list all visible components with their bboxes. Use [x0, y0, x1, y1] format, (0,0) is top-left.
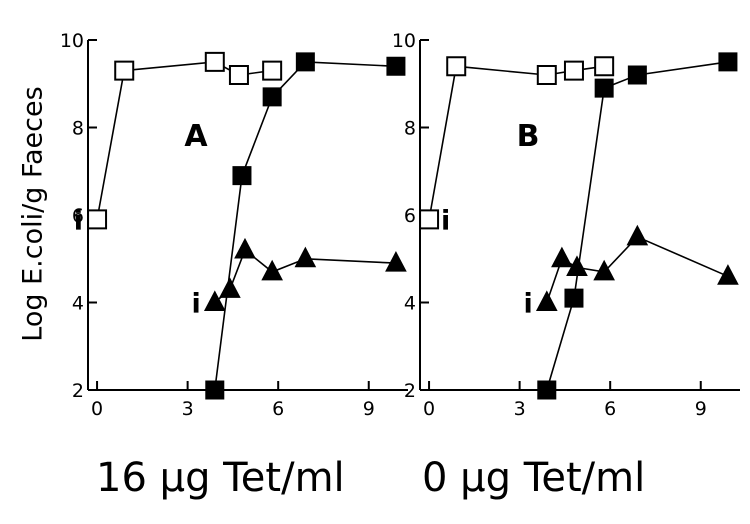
panel-a-y-tick-label: 8: [72, 118, 84, 140]
panel-b-filled-square-point: [594, 78, 614, 98]
panel-a-y-tick-label: 4: [72, 293, 84, 315]
panel-a-filled-square-point: [295, 52, 315, 72]
panel-b-x-tick-label: 3: [514, 398, 526, 420]
panel-b-axes: 2 4 6 8 10 0 3 6 9: [392, 30, 740, 420]
panel-a-filled-triangle-point: [219, 277, 241, 298]
panel-b-filled-triangle-point: [593, 259, 615, 281]
panel-b-filled-triangle-point: [551, 246, 573, 268]
panel-a-filled-square-point: [386, 56, 406, 76]
panel-b-open-square-point: [563, 60, 584, 81]
panel-b-label: B: [517, 119, 540, 154]
panel-a-x-tick-label: 0: [91, 398, 103, 420]
panel-a-series-filled-square-line: [214, 61, 396, 391]
panel-b-x-tick-label: 0: [423, 398, 435, 420]
panel-b-filled-square-point: [718, 52, 738, 72]
panel-b-x-tick-label: 9: [695, 398, 707, 420]
panel-a-y-tick-label: 6: [72, 205, 84, 227]
panel-b-inoculation-mark-triangle: i: [524, 289, 533, 320]
panel-a-open-square-point: [114, 60, 135, 81]
panel-a-open-square-point: [262, 60, 283, 81]
panel-b-open-square-point: [536, 65, 557, 85]
panel-a-axes: 2 4 6 8 10 0 3 6 9: [60, 30, 408, 420]
panel-a-x-tick-label: 9: [363, 398, 375, 420]
panel-a-open-square-point: [204, 51, 225, 72]
panel-a-filled-triangle-point: [234, 237, 256, 259]
panel-b-x-tick-label: 6: [604, 398, 616, 420]
panel-b-filled-triangle-point: [566, 255, 588, 276]
panel-a-inoculation-mark-triangle: i: [192, 289, 201, 320]
panel-a-filled-square-point: [205, 380, 225, 400]
panel-a-x-tick-label: 6: [272, 398, 284, 420]
panel-b-open-square-point: [419, 209, 440, 230]
panel-b-x-axis-label: 0 µg Tet/ml: [422, 455, 645, 501]
panel-b-filled-square-point: [627, 65, 647, 85]
panel-b-filled-triangle-point: [626, 224, 649, 246]
panel-a-filled-triangle-point: [261, 259, 283, 281]
panel-b-filled-triangle-point: [717, 264, 739, 285]
panel-a-x-tick-label: 3: [182, 398, 194, 420]
panel-b-filled-square-point: [564, 288, 584, 308]
panel-a-y-tick-label: 10: [60, 30, 84, 52]
panel-a-open-square-point: [228, 65, 249, 85]
panel-b-inoculation-mark-open-square: i: [441, 205, 450, 236]
panel-b-y-tick-label: 4: [404, 293, 416, 315]
panel-b-y-tick-label: 10: [392, 30, 416, 52]
panel-a-filled-square-point: [232, 166, 252, 186]
y-axis-label: Log E.coli/g Faeces: [18, 86, 49, 341]
panel-b-open-square-point: [594, 56, 615, 77]
panel-b-data: ii: [419, 52, 739, 400]
panel-a-inoculation-mark-open-square: i: [74, 205, 83, 236]
panel-b-y-tick-label: 2: [404, 380, 416, 402]
panel-b-filled-square-point: [537, 380, 557, 400]
panel-a-filled-triangle-point: [203, 290, 226, 311]
panel-a-open-square-point: [87, 209, 108, 230]
panel-b-y-tick-label: 8: [404, 118, 416, 140]
panel-a-filled-square-point: [262, 87, 282, 107]
panel-a-filled-triangle-point: [385, 251, 407, 272]
panel-b-filled-triangle-point: [535, 290, 558, 311]
panel-a-y-tick-label: 2: [72, 380, 84, 402]
panel-a-data: ii: [74, 51, 407, 400]
panel-a-label: A: [184, 119, 208, 154]
panel-b-open-square-point: [446, 56, 467, 77]
panel-a-filled-triangle-point: [294, 246, 317, 268]
panel-a-x-axis-label: 16 µg Tet/ml: [96, 455, 345, 501]
panel-b-y-tick-label: 6: [404, 205, 416, 227]
